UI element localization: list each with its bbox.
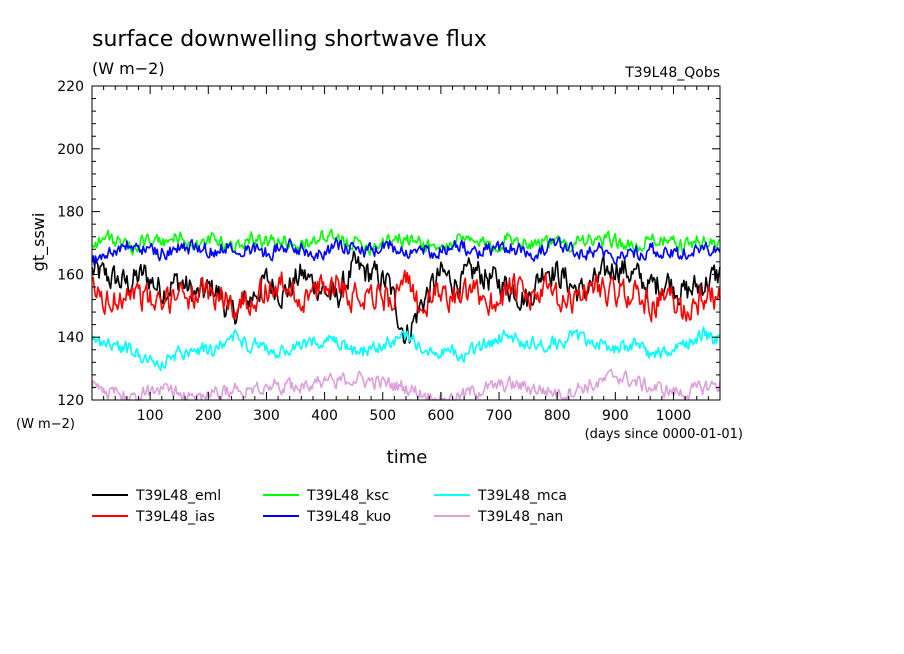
series-line-t39l48-ksc (91, 228, 721, 256)
y-tick-label: 160 (57, 267, 84, 283)
y-tick-label: 120 (57, 393, 84, 409)
x-tick-label: 800 (544, 408, 571, 424)
legend-label: T39L48_nan (477, 509, 563, 525)
series-line-t39l48-ias (91, 269, 721, 323)
chart-units: (W m−2) (92, 59, 165, 78)
series-line-t39l48-kuo (91, 236, 721, 266)
x-axis-label: time (387, 447, 428, 468)
y-units-label: (W m−2) (16, 417, 75, 432)
ticks-layer: 100 200 300 400 500 600 700 800 900 1000 120 140 160… (57, 79, 720, 424)
x-tick-label: 200 (195, 408, 222, 424)
x-tick-label: 700 (486, 408, 513, 424)
series-line-t39l48-nan (91, 368, 721, 401)
x-tick-label: 300 (253, 408, 280, 424)
legend: T39L48_eml T39L48_ias T39L48_ksc T39L48_kuo… (92, 488, 567, 525)
y-axis-label: gt_sswi (29, 213, 49, 272)
series-line-t39l48-mca (91, 326, 721, 372)
x-tick-label: 500 (369, 408, 396, 424)
x-tick-label: 900 (602, 408, 629, 424)
y-tick-label: 180 (57, 205, 84, 221)
x-tick-label: 100 (137, 408, 164, 424)
y-tick-label: 140 (57, 330, 84, 346)
series-layer (91, 228, 721, 401)
y-tick-label: 200 (57, 142, 84, 158)
x-tick-label: 400 (311, 408, 338, 424)
legend-label: T39L48_kuo (306, 509, 391, 525)
experiment-label: T39L48_Qobs (624, 65, 720, 81)
series-line-t39l48-eml (91, 250, 721, 345)
y-tick-label: 220 (57, 79, 84, 95)
legend-label: T39L48_eml (135, 488, 221, 504)
legend-label: T39L48_ias (135, 509, 215, 525)
x-tick-label: 600 (428, 408, 455, 424)
chart-title: surface downwelling shortwave flux (92, 27, 487, 52)
x-units-label: (days since 0000-01-01) (585, 427, 743, 442)
legend-label: T39L48_mca (477, 488, 567, 504)
x-tick-label: 1000 (656, 408, 692, 424)
legend-label: T39L48_ksc (306, 488, 389, 504)
